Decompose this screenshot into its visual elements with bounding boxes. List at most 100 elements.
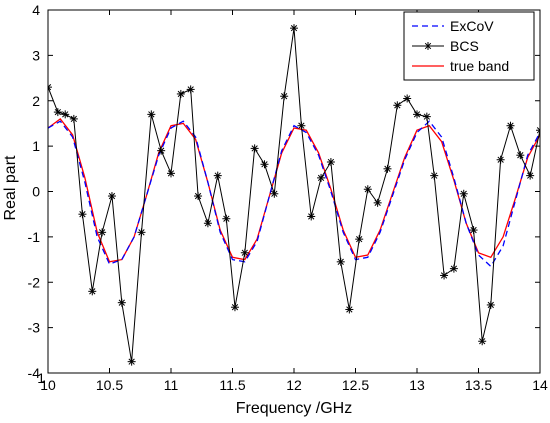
point-marker-stroke	[98, 229, 106, 236]
series-point-bcs	[449, 264, 458, 273]
point-marker-stroke	[187, 86, 194, 93]
point-marker-stroke	[158, 147, 165, 154]
series-point-bcs	[413, 110, 421, 119]
point-marker-stroke	[356, 235, 363, 243]
point-marker-stroke	[337, 258, 344, 265]
series-point-bcs	[157, 146, 166, 155]
series-point-bcs	[440, 271, 449, 280]
series-point-bcs	[203, 219, 212, 228]
y-tick-label: 4	[32, 2, 40, 18]
x-tick-label: 10.5	[96, 377, 123, 393]
point-marker-stroke	[128, 358, 135, 365]
point-marker-stroke	[440, 272, 448, 279]
point-marker-stroke	[148, 111, 155, 118]
x-tick-label: 10	[40, 377, 56, 393]
point-marker-stroke	[138, 229, 145, 236]
point-marker-stroke	[89, 288, 96, 295]
x-axis-label: Frequency /GHz	[236, 400, 352, 417]
point-marker-stroke	[364, 186, 371, 193]
y-tick-label: 3	[32, 47, 40, 63]
point-marker-stroke	[308, 213, 315, 220]
y-tick-label: 0	[32, 184, 40, 200]
point-marker-stroke	[241, 249, 248, 256]
point-marker-stroke	[194, 192, 202, 200]
x-tick-label: 12.5	[342, 377, 369, 393]
series-point-bcs	[478, 337, 487, 346]
series-point-bcs	[373, 198, 382, 207]
x-tick-label: 12	[286, 377, 302, 393]
point-marker-stroke	[231, 304, 239, 311]
series-point-bcs	[270, 189, 279, 198]
point-marker-stroke	[384, 165, 391, 172]
series-point-bcs	[48, 83, 52, 92]
y-tick-label: -3	[28, 320, 41, 336]
series-point-bcs	[176, 89, 185, 98]
legend-label-bcs: BCS	[450, 38, 479, 54]
series-point-bcs	[536, 126, 540, 135]
x-tick-label: 11	[164, 377, 179, 393]
point-marker-stroke	[497, 156, 504, 163]
series-point-bcs	[230, 303, 239, 312]
series-point-bcs	[240, 248, 249, 257]
series-point-bcs	[317, 173, 326, 182]
series-point-bcs	[459, 189, 468, 198]
point-marker-stroke	[460, 190, 467, 197]
legend-marker-stroke	[424, 42, 432, 50]
point-marker-stroke	[517, 152, 524, 159]
point-marker-stroke	[70, 115, 77, 123]
series-point-bcs	[469, 226, 478, 235]
point-marker-stroke	[298, 122, 305, 129]
series-point-bcs	[280, 92, 289, 101]
x-tick-label: 13.5	[465, 377, 492, 393]
series-point-bcs	[260, 160, 269, 169]
point-marker-stroke	[317, 174, 325, 182]
series-point-bcs	[88, 287, 97, 296]
point-marker-stroke	[223, 215, 230, 222]
point-marker-stroke	[290, 24, 298, 32]
series-point-bcs	[345, 305, 354, 314]
legend: ExCoV BCS true band	[403, 11, 535, 81]
point-marker-stroke	[118, 299, 125, 306]
point-marker-stroke	[62, 111, 69, 118]
legend-label-excov: ExCoV	[450, 18, 494, 34]
series-point-bcs	[383, 164, 392, 173]
series-point-bcs	[430, 171, 439, 180]
series-point-bcs	[506, 121, 515, 130]
point-marker-stroke	[261, 161, 268, 168]
point-marker-stroke	[479, 338, 486, 345]
point-marker-stroke	[54, 108, 61, 116]
legend-label-true-band: true band	[450, 58, 509, 74]
point-marker-stroke	[177, 90, 184, 98]
point-marker-stroke	[507, 122, 514, 129]
series-line-excov	[48, 120, 540, 268]
x-tick-prefix: 1	[37, 370, 45, 386]
series-point-bcs	[117, 298, 126, 307]
series-point-bcs	[147, 110, 156, 119]
series-point-bcs	[127, 357, 136, 366]
point-marker-stroke	[527, 172, 534, 179]
point-marker-stroke	[108, 192, 116, 200]
series-point-bcs	[137, 228, 146, 237]
series-point-bcs	[222, 214, 231, 223]
point-marker-stroke	[48, 83, 52, 88]
series-point-bcs	[167, 169, 175, 178]
series-point-bcs	[307, 212, 316, 221]
y-tick-label: 1	[32, 138, 40, 154]
point-marker-stroke	[251, 145, 258, 152]
series-point-bcs	[69, 114, 78, 123]
point-marker-stroke	[450, 265, 458, 272]
series-point-bcs	[61, 110, 70, 119]
y-tick-label: -4	[28, 365, 41, 381]
point-marker-stroke	[281, 93, 288, 100]
series-point-bcs	[78, 210, 87, 219]
series-point-bcs	[422, 112, 431, 121]
point-marker-stroke	[374, 199, 381, 206]
series-point-bcs	[107, 192, 116, 201]
point-marker-stroke	[346, 306, 353, 313]
point-marker-stroke	[48, 86, 52, 91]
series-point-bcs	[98, 228, 107, 237]
series-point-bcs	[403, 94, 412, 103]
series-point-bcs	[355, 235, 364, 244]
series-point-bcs	[213, 171, 222, 180]
